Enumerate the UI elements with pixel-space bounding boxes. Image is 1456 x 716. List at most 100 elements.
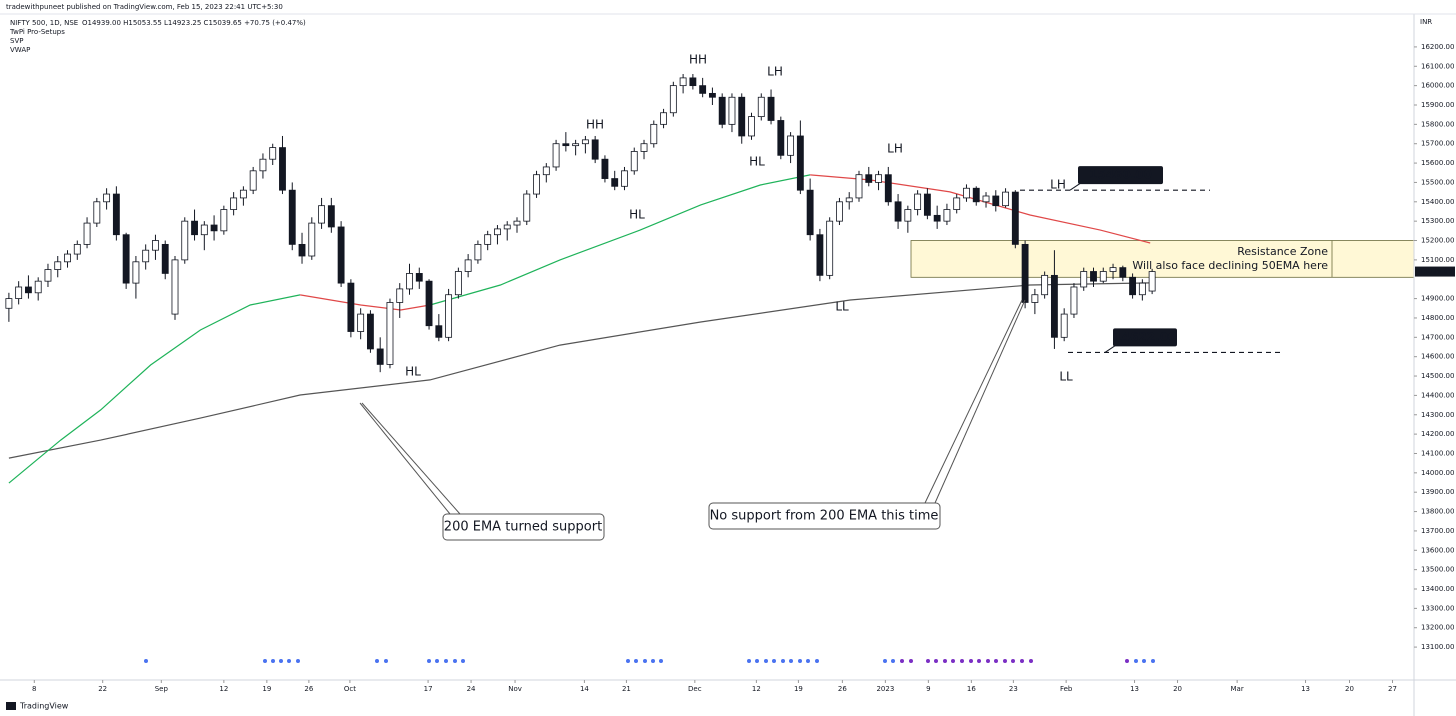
signal-dot — [453, 659, 457, 663]
signal-dot — [977, 659, 981, 663]
swing-label: HL — [405, 365, 421, 379]
candle-body — [122, 234, 130, 284]
candle-body — [591, 139, 599, 160]
candle-body — [669, 85, 677, 114]
candle-body — [5, 298, 13, 309]
candle-body — [406, 273, 413, 290]
signal-dot — [461, 659, 465, 663]
candle-body — [191, 220, 198, 236]
candle-body — [44, 269, 52, 282]
candle-body — [210, 224, 218, 232]
candle-body — [376, 348, 384, 365]
candle-body — [24, 286, 32, 294]
x-tick-label: Sep — [155, 685, 169, 693]
signal-dot — [798, 659, 802, 663]
signal-dot — [1125, 659, 1129, 663]
candle-body — [396, 288, 404, 303]
candle-body — [1002, 191, 1009, 207]
last-price-box — [1415, 266, 1455, 277]
signal-dot — [375, 659, 379, 663]
candle-body — [845, 197, 853, 203]
currency: INR — [1420, 18, 1432, 26]
indicator-line — [8, 282, 1151, 459]
candle-body — [239, 189, 247, 199]
candle-body — [933, 214, 941, 222]
signal-dot — [900, 659, 904, 663]
x-tick-label: 2023 — [876, 685, 894, 693]
candle-body — [1070, 286, 1078, 315]
y-tick-label: 15600.00 — [1421, 159, 1454, 167]
candle-body — [1050, 274, 1058, 338]
candle-body — [15, 286, 23, 299]
candle-body — [796, 135, 804, 191]
signal-dot — [969, 659, 973, 663]
swing-label: LL — [835, 300, 849, 314]
candle-body — [366, 313, 374, 350]
candle-body — [552, 143, 560, 168]
candle-body — [83, 222, 91, 245]
indicator: SVP — [10, 37, 23, 45]
last-price-label: 15039.65 — [1419, 268, 1452, 276]
y-tick-label: 15300.00 — [1421, 217, 1454, 225]
y-tick-label: 15100.00 — [1421, 256, 1454, 264]
callout-text: No support from 200 EMA this time — [710, 509, 939, 524]
candle-body — [708, 92, 716, 98]
x-tick-label: 16 — [967, 685, 976, 693]
y-tick-label: 13100.00 — [1421, 643, 1454, 651]
symbol: NIFTY 500, 1D, NSE — [10, 19, 78, 27]
callout-pointer — [359, 402, 451, 515]
candle-body — [347, 282, 355, 332]
x-tick-label: Nov — [508, 685, 522, 693]
y-tick-label: 14600.00 — [1421, 353, 1454, 361]
candle-body — [445, 294, 453, 338]
candle-body — [1031, 294, 1039, 303]
signal-dot — [659, 659, 663, 663]
swing-label: LH — [767, 65, 783, 79]
candle-body — [64, 253, 71, 263]
signal-dot — [1029, 659, 1033, 663]
candle-body — [855, 174, 863, 199]
signal-dot — [435, 659, 439, 663]
candle-body — [1021, 243, 1029, 303]
swing-label: HL — [629, 208, 645, 222]
swing-label: HH — [689, 53, 707, 67]
candle-body — [1148, 271, 1156, 292]
candle-body — [943, 209, 951, 222]
zone-text: Resistance Zone — [1237, 245, 1328, 258]
candle-body — [269, 147, 277, 160]
candle-body — [93, 201, 101, 224]
x-tick-label: 23 — [1009, 685, 1018, 693]
candle-body — [1119, 267, 1127, 278]
candle-body — [953, 197, 961, 210]
callout-text: 200 EMA turned support — [444, 520, 602, 535]
signal-dot — [755, 659, 759, 663]
y-tick-label: 15700.00 — [1421, 140, 1454, 148]
candle-body — [142, 249, 150, 263]
signal-dot — [271, 659, 275, 663]
candle-body — [259, 158, 267, 172]
signal-dot — [747, 659, 751, 663]
candle-body — [288, 189, 296, 245]
candle-body — [161, 243, 169, 274]
candle-body — [1041, 274, 1049, 296]
signal-dot — [789, 659, 793, 663]
resistance-zone — [910, 240, 1415, 278]
zone-text: Will also face declining 50EMA here — [1132, 259, 1328, 272]
candle-body — [923, 193, 931, 216]
candle-body — [464, 259, 472, 272]
y-tick-label: 14200.00 — [1421, 430, 1454, 438]
candle-body — [152, 240, 159, 251]
x-tick-label: 17 — [424, 685, 433, 693]
y-tick-label: 14000.00 — [1421, 469, 1454, 477]
candle-body — [836, 201, 843, 222]
signal-dot — [296, 659, 300, 663]
y-tick-label: 15500.00 — [1421, 178, 1454, 186]
y-tick-label: 15900.00 — [1421, 101, 1454, 109]
callout-pointer — [361, 402, 461, 515]
x-tick-label: Oct — [344, 685, 356, 693]
candle-body — [611, 178, 619, 187]
candle-body — [562, 143, 570, 147]
x-tick-label: 12 — [752, 685, 761, 693]
x-tick-label: 13 — [1130, 685, 1139, 693]
